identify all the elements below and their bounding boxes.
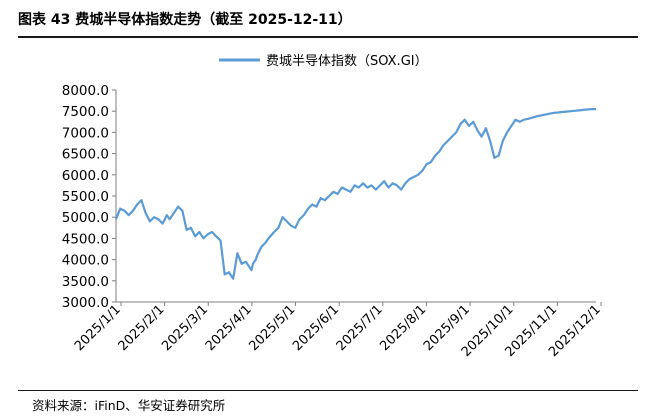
x-tick-label: 2025/7/1 <box>334 302 386 354</box>
x-tick-label: 2025/4/1 <box>203 302 255 354</box>
series-layer <box>114 107 596 280</box>
y-tick-label: 5000.0 <box>62 210 109 226</box>
y-axis: 3000.0 3500.0 4000.0 4500.0 5000.0 5500.0 6000… <box>62 83 117 311</box>
source-rule <box>18 390 638 391</box>
y-tick-label: 7500.0 <box>62 104 109 120</box>
y-tick-label: 8000.0 <box>62 83 109 99</box>
source-note: 资料来源：iFinD、华安证券研究所 <box>32 398 226 413</box>
x-tick-label: 2025/6/1 <box>290 302 342 354</box>
series-line <box>114 107 596 280</box>
y-tick-label: 6500.0 <box>62 147 109 163</box>
x-tick-label: 2025/8/1 <box>377 302 429 354</box>
y-tick-label: 4000.0 <box>62 253 109 269</box>
x-tick-label: 2025/3/1 <box>159 302 211 354</box>
legend: 费城半导体指数（SOX.GI） <box>219 54 428 69</box>
y-tick-label: 6000.0 <box>62 168 109 184</box>
x-tick-label: 2025/2/1 <box>116 302 168 354</box>
y-tick-label: 4500.0 <box>62 231 109 247</box>
y-tick-label: 5500.0 <box>62 189 109 205</box>
y-tick-label: 7000.0 <box>62 125 109 141</box>
y-tick-label: 3500.0 <box>62 274 109 290</box>
line-chart: 费城半导体指数（SOX.GI） 3000.0 3500.0 4000.0 4500.0… <box>62 54 604 360</box>
legend-label: 费城半导体指数（SOX.GI） <box>266 54 428 69</box>
x-axis: 2025/1/12025/2/12025/3/12025/4/12025/5/1… <box>72 301 604 360</box>
figure-title: 图表 43 费城半导体指数走势（截至 2025-12-11） <box>18 12 352 28</box>
x-tick-label: 2025/5/1 <box>246 302 298 354</box>
title-rule <box>18 36 638 38</box>
y-tick-label: 3000.0 <box>62 295 109 311</box>
